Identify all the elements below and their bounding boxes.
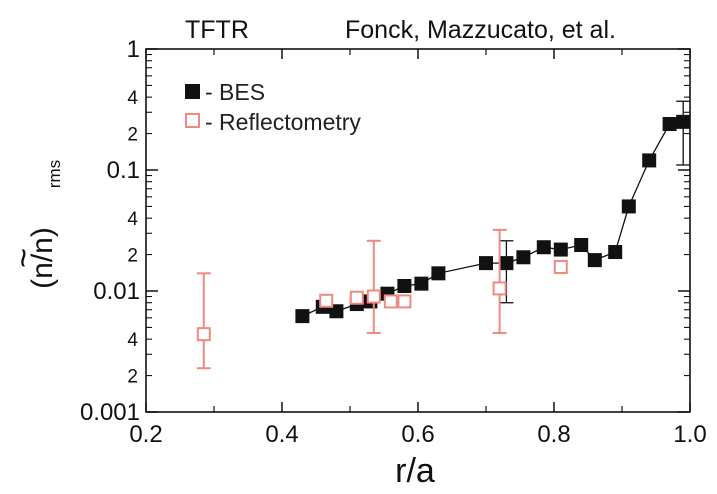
data-point-bes — [516, 250, 531, 265]
x-tick-label: 0.2 — [129, 421, 162, 448]
y-axis-label-tilde: ~ — [5, 248, 43, 268]
data-point-reflectometry — [349, 290, 364, 305]
y-minor-tick-label: 2 — [127, 246, 138, 267]
chart-title-right: Fonck, Mazzucato, et al. — [345, 16, 616, 44]
data-point-bes — [397, 278, 412, 293]
y-tick-label: 0.1 — [107, 157, 140, 184]
y-tick-label: 0.001 — [80, 399, 140, 426]
data-point-reflectometry — [383, 294, 398, 309]
data-point-reflectometry — [492, 281, 507, 296]
x-tick-label: 0.6 — [401, 421, 434, 448]
data-point-bes — [676, 114, 691, 129]
y-minor-tick-label: 2 — [127, 367, 138, 388]
x-tick-label: 0.4 — [265, 421, 298, 448]
y-minor-tick-label: 4 — [127, 209, 138, 230]
y-tick-label: 1 — [127, 36, 140, 63]
legend-label-bes: - BES — [205, 79, 265, 105]
data-point-reflectometry — [319, 293, 334, 308]
x-tick-label: 0.8 — [537, 421, 570, 448]
data-point-reflectometry — [397, 294, 412, 309]
y-tick-label: 0.01 — [93, 278, 140, 305]
data-point-bes — [642, 153, 657, 168]
data-point-bes — [553, 242, 568, 257]
y-axis-label: ~ (n/n) rms — [5, 160, 64, 289]
data-point-bes — [621, 199, 636, 214]
legend-swatch-reflectometry — [185, 113, 200, 128]
data-point-bes — [479, 256, 493, 271]
data-point-bes — [536, 240, 551, 255]
data-point-bes — [662, 116, 677, 131]
y-axis-label-subscript: rms — [45, 160, 64, 188]
data-point-bes — [574, 237, 589, 252]
data-point-bes — [295, 309, 310, 324]
y-minor-tick-label: 4 — [127, 88, 138, 109]
chart-legend: - BES - Reflectometry — [185, 79, 361, 135]
data-point-reflectometry — [366, 289, 381, 304]
data-point-bes — [499, 256, 514, 271]
chart-title-left: TFTR — [185, 16, 249, 44]
data-point-reflectometry — [196, 327, 211, 342]
data-point-bes — [431, 266, 446, 281]
legend-label-reflectometry: - Reflectometry — [205, 109, 361, 135]
x-tick-label: 1.0 — [673, 421, 706, 448]
y-minor-tick-label: 4 — [127, 330, 138, 351]
data-point-bes — [587, 253, 602, 268]
data-point-reflectometry — [553, 259, 568, 274]
y-axis-label-main: (n/n) — [26, 227, 59, 289]
plot-area: 0.2 0.4 0.6 0.8 1.0 0.001 0.01 0.1 1 2 4 2 4 2 4 — [80, 36, 707, 448]
y-minor-tick-label: 2 — [127, 125, 138, 146]
data-point-bes — [608, 245, 623, 260]
x-axis-label: r/a — [395, 452, 435, 490]
legend-swatch-bes — [185, 84, 200, 99]
data-point-bes — [414, 276, 429, 291]
